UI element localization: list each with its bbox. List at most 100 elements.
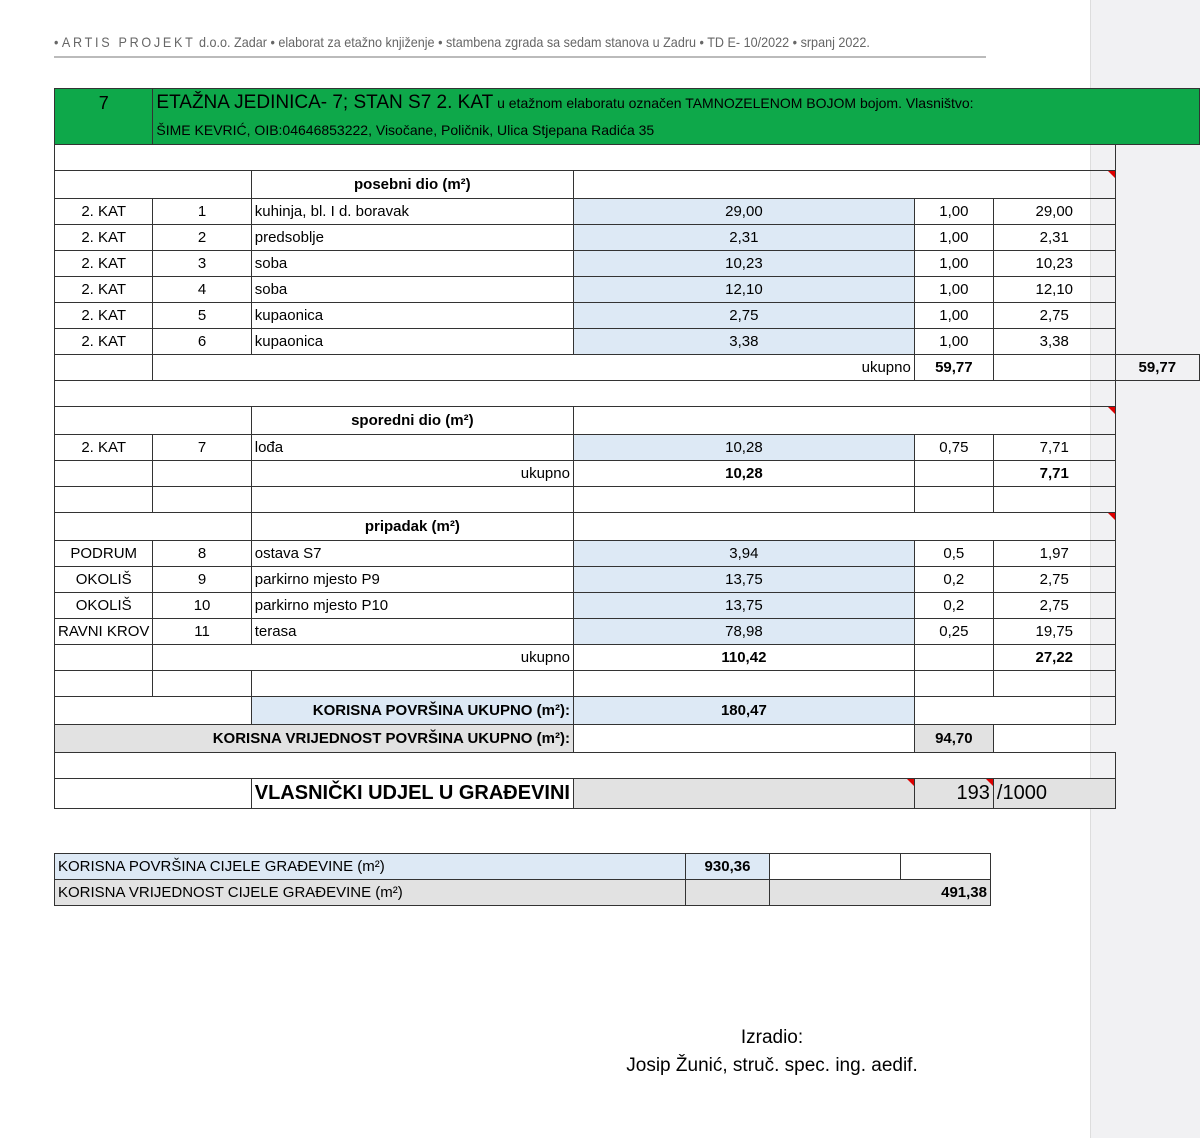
area: 3,38 xyxy=(572,328,915,355)
signature: Izradio: Josip Žunić, struč. spec. ing. a… xyxy=(622,1024,922,1080)
weighted-area: 19,75 xyxy=(992,618,1116,645)
empty-cell xyxy=(992,670,1116,697)
table-row: RAVNI KROV 11 terasa 78,98 0,25 19,75 xyxy=(53,618,1200,645)
section-heading: sporedni dio (m²) xyxy=(250,406,574,435)
coefficient: 0,2 xyxy=(913,592,994,619)
coefficient: 0,5 xyxy=(913,540,994,567)
weighted-area: 12,10 xyxy=(992,276,1116,303)
area: 10,28 xyxy=(572,434,915,461)
empty-cell xyxy=(152,486,252,513)
table-row: 2. KAT 2 predsoblje 2,31 1,00 2,31 xyxy=(53,224,1200,251)
empty-cell xyxy=(913,644,994,671)
room-number: 1 xyxy=(152,198,252,225)
unit-table: 7 ETAŽNA JEDINICA- 7; STAN S7 2. KAT u e… xyxy=(53,88,1200,809)
ownership-share-numerator: 193 xyxy=(913,778,994,809)
room-name: parkirno mjesto P9 xyxy=(250,566,574,593)
cell xyxy=(54,696,252,725)
table-row: 2. KAT 3 soba 10,23 1,00 10,23 xyxy=(53,250,1200,277)
document-header: • ARTIS PROJEKT d.o.o. Zadar • elaborat … xyxy=(54,34,870,50)
cell xyxy=(572,170,1116,199)
empty-cell xyxy=(250,670,574,697)
room-name: predsoblje xyxy=(250,224,574,251)
usable-value-value: 94,70 xyxy=(913,724,994,753)
empty-cell xyxy=(53,354,154,381)
cell xyxy=(54,144,1116,171)
coefficient: 1,00 xyxy=(913,302,994,329)
table-row xyxy=(54,380,1200,407)
weighted-area: 3,38 xyxy=(992,328,1116,355)
room-number: 6 xyxy=(152,328,252,355)
cell xyxy=(572,512,1116,541)
empty-cell xyxy=(913,460,994,487)
room-name: soba xyxy=(250,276,574,303)
room-name: kuhinja, bl. I d. boravak xyxy=(250,198,574,225)
table-row: KORISNA POVRŠINA UKUPNO (m²): 180,47 xyxy=(54,696,1200,725)
unit-title-rest: u etažnom elaboratu označen TAMNOZELENOM… xyxy=(497,95,974,111)
table-row xyxy=(53,486,1200,513)
total-value: 27,22 xyxy=(992,644,1116,671)
floor: OKOLIŠ xyxy=(53,592,154,619)
building-table: KORISNA POVRŠINA CIJELE GRAĐEVINE (m²) 93… xyxy=(54,853,991,906)
table-row xyxy=(54,144,1200,171)
table-row: VLASNIČKI UDJEL U GRAĐEVINI 193/1000 xyxy=(54,778,1200,809)
empty-cell xyxy=(572,670,915,697)
header-text: d.o.o. Zadar • elaborat za etažno knjiže… xyxy=(199,34,870,50)
coefficient: 0,25 xyxy=(913,618,994,645)
cell xyxy=(572,406,1116,435)
empty-cell xyxy=(572,486,915,513)
ownership-share-label: VLASNIČKI UDJEL U GRAĐEVINI xyxy=(250,778,574,809)
total-area: 59,77 xyxy=(913,354,994,381)
cell xyxy=(913,696,1116,725)
coefficient: 1,00 xyxy=(913,198,994,225)
weighted-area: 2,75 xyxy=(992,302,1116,329)
building-value-value: 491,38 xyxy=(769,879,991,906)
room-name: ostava S7 xyxy=(250,540,574,567)
floor: PODRUM xyxy=(53,540,154,567)
room-name: lođa xyxy=(250,434,574,461)
signature-name: Josip Žunić, struč. spec. ing. aedif. xyxy=(626,1055,918,1076)
empty-cell xyxy=(152,670,252,697)
header-divider xyxy=(54,56,986,58)
floor: RAVNI KROV xyxy=(53,618,154,645)
empty-cell xyxy=(53,670,154,697)
room-number: 2 xyxy=(152,224,252,251)
area: 3,94 xyxy=(572,540,915,567)
area: 78,98 xyxy=(572,618,915,645)
table-row: 2. KAT 6 kupaonica 3,38 1,00 3,38 xyxy=(53,328,1200,355)
cell xyxy=(54,778,252,809)
room-number: 8 xyxy=(152,540,252,567)
weighted-area: 2,75 xyxy=(992,592,1116,619)
coefficient: 0,75 xyxy=(913,434,994,461)
empty-cell xyxy=(53,486,154,513)
usable-area-value: 180,47 xyxy=(572,696,915,725)
weighted-area: 2,31 xyxy=(992,224,1116,251)
area: 12,10 xyxy=(572,276,915,303)
building-area-value: 930,36 xyxy=(685,853,770,880)
area: 13,75 xyxy=(572,566,915,593)
coefficient: 1,00 xyxy=(913,250,994,277)
weighted-area: 7,71 xyxy=(992,434,1116,461)
floor: 2. KAT xyxy=(53,224,154,251)
table-row: OKOLIŠ 9 parkirno mjesto P9 13,75 0,2 2,75 xyxy=(53,566,1200,593)
building-value-label: KORISNA VRIJEDNOST CIJELE GRAĐEVINE (m²) xyxy=(54,879,686,906)
floor: OKOLIŠ xyxy=(53,566,154,593)
empty-cell xyxy=(250,486,574,513)
table-row: ukupno 110,42 27,22 xyxy=(53,644,1200,671)
unit-number: 7 xyxy=(53,88,154,145)
room-name: kupaonica xyxy=(250,328,574,355)
cell xyxy=(54,512,252,541)
room-number: 4 xyxy=(152,276,252,303)
room-number: 11 xyxy=(152,618,252,645)
total-label: ukupno xyxy=(152,644,574,671)
empty-cell xyxy=(53,460,154,487)
area: 29,00 xyxy=(572,198,915,225)
table-row xyxy=(54,752,1200,779)
table-row: 2. KAT 5 kupaonica 2,75 1,00 2,75 xyxy=(53,302,1200,329)
area: 10,23 xyxy=(572,250,915,277)
cell xyxy=(54,752,1116,779)
total-label: ukupno xyxy=(152,354,915,381)
ownership-share-denominator: /1000 xyxy=(992,778,1116,809)
brand: ARTIS PROJEKT xyxy=(61,34,196,50)
area: 2,75 xyxy=(572,302,915,329)
cell xyxy=(54,406,252,435)
